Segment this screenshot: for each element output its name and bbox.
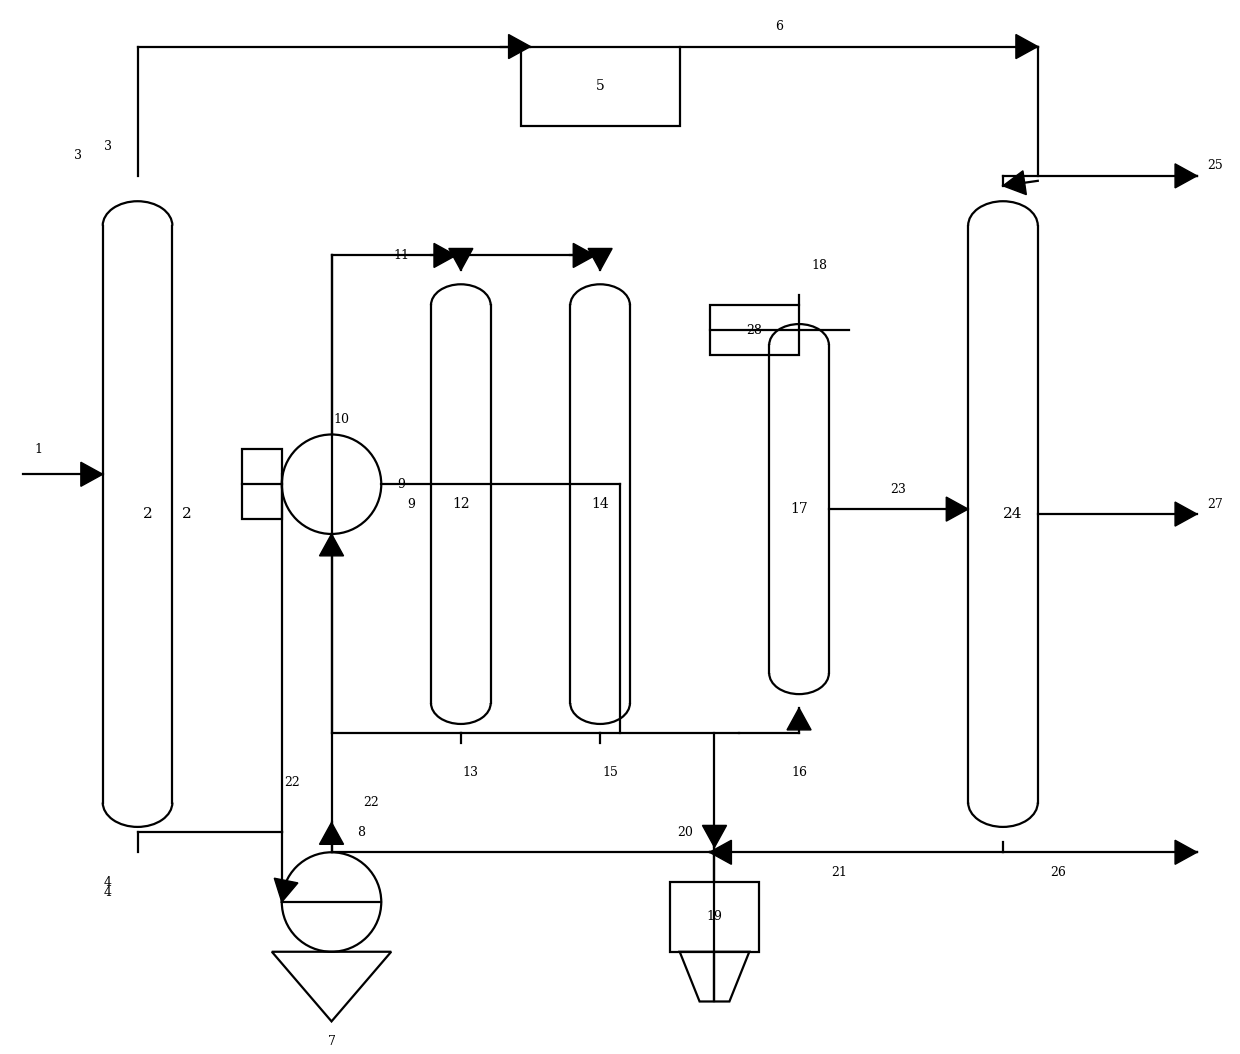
Text: 22: 22 <box>363 796 379 809</box>
Bar <box>242 449 281 519</box>
Polygon shape <box>274 878 298 902</box>
Bar <box>709 306 799 355</box>
Text: 2: 2 <box>182 507 192 521</box>
Polygon shape <box>434 243 456 268</box>
Polygon shape <box>449 249 472 271</box>
Polygon shape <box>81 463 103 486</box>
Polygon shape <box>320 822 343 844</box>
Text: 16: 16 <box>791 766 807 779</box>
Text: 24: 24 <box>1003 507 1023 521</box>
Text: 8: 8 <box>357 826 366 839</box>
Text: 15: 15 <box>603 766 618 779</box>
Text: 3: 3 <box>104 139 112 153</box>
Text: 11: 11 <box>393 249 409 262</box>
Text: 7: 7 <box>327 1035 336 1048</box>
Bar <box>670 882 759 952</box>
Text: 10: 10 <box>334 413 350 426</box>
Polygon shape <box>588 249 613 271</box>
Polygon shape <box>1003 171 1027 195</box>
Polygon shape <box>946 497 968 521</box>
Bar <box>521 46 680 126</box>
Text: 14: 14 <box>591 497 609 511</box>
Text: 26: 26 <box>1050 865 1065 879</box>
Text: 19: 19 <box>707 911 723 923</box>
Polygon shape <box>1016 35 1038 59</box>
Text: 13: 13 <box>463 766 479 779</box>
Text: 3: 3 <box>74 150 82 162</box>
Polygon shape <box>1176 840 1197 864</box>
Polygon shape <box>508 35 531 59</box>
Text: 12: 12 <box>453 497 470 511</box>
Text: 22: 22 <box>284 776 300 789</box>
Text: 4: 4 <box>104 885 112 899</box>
Polygon shape <box>573 243 595 268</box>
Text: 2: 2 <box>143 507 153 521</box>
Text: 20: 20 <box>677 826 693 839</box>
Text: 28: 28 <box>746 324 763 336</box>
Text: 1: 1 <box>33 443 42 456</box>
Text: 25: 25 <box>1207 159 1223 173</box>
Polygon shape <box>787 708 811 730</box>
Text: 17: 17 <box>790 502 808 516</box>
Polygon shape <box>1176 502 1197 526</box>
Text: 4: 4 <box>104 876 112 889</box>
Text: 9: 9 <box>397 477 405 491</box>
Polygon shape <box>1176 163 1197 188</box>
Text: 27: 27 <box>1207 497 1223 510</box>
Text: 9: 9 <box>407 497 415 510</box>
Text: 6: 6 <box>775 20 784 33</box>
Text: 21: 21 <box>831 865 847 879</box>
Text: 23: 23 <box>890 483 906 495</box>
Text: 5: 5 <box>595 79 604 94</box>
Polygon shape <box>320 534 343 555</box>
Polygon shape <box>703 825 727 847</box>
Text: 18: 18 <box>811 259 827 272</box>
Polygon shape <box>709 840 732 864</box>
